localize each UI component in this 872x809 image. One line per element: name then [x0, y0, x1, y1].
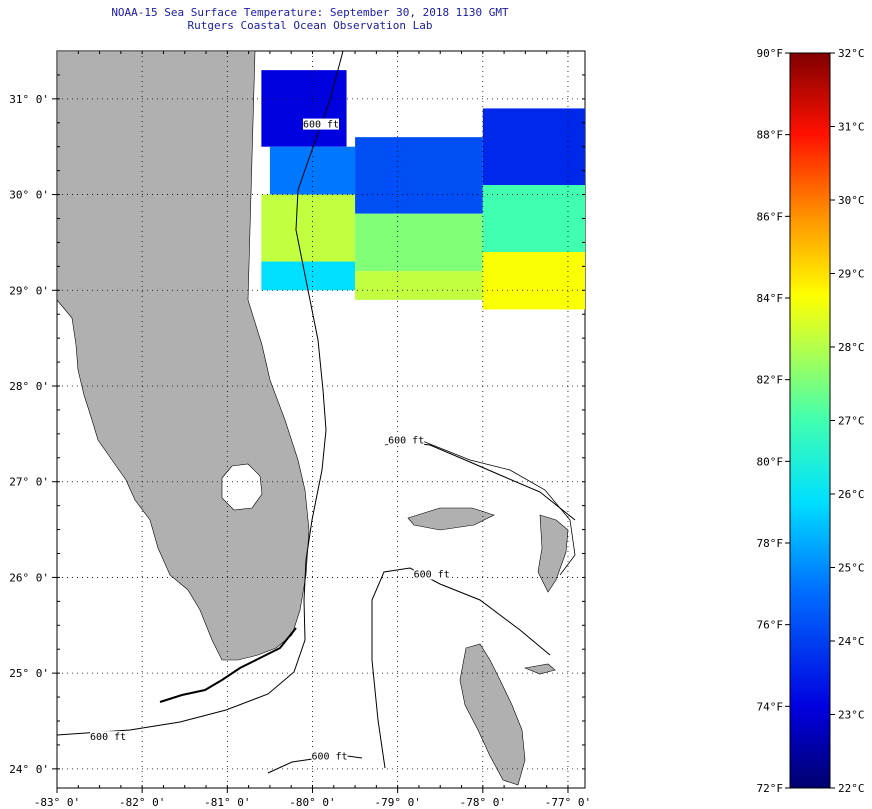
colorbar-f-label: 88°F	[757, 129, 784, 142]
sst-cell	[269, 146, 356, 195]
colorbar-c-label: 27°C	[838, 415, 865, 428]
colorbar-c-label: 28°C	[838, 341, 865, 354]
colorbar-f-label: 78°F	[757, 537, 784, 550]
x-axis: -83° 0' -82° 0' -81° 0' -80° 0' -79° 0' -78° …	[34, 51, 591, 809]
lake-okeechobee	[221, 463, 263, 511]
colorbar-fahrenheit-labels: 90°F 88°F 86°F 84°F 82°F 80°F 78°F 76°F 74°F 72°F	[757, 47, 790, 795]
isobath-600ft	[57, 51, 576, 774]
colorbar-f-label: 82°F	[757, 374, 784, 387]
isobath-label: 600 ft	[90, 732, 126, 743]
sst-cell	[261, 70, 347, 147]
chart-subtitle: Rutgers Coastal Ocean Observation Lab	[187, 19, 433, 32]
x-tick-label: -80° 0'	[289, 796, 335, 809]
colorbar-f-label: 90°F	[757, 47, 784, 60]
isobath-line-bahamas-south	[371, 567, 551, 769]
colorbar-f-label: 80°F	[757, 455, 784, 468]
colorbar-f-label: 84°F	[757, 292, 784, 305]
colorbar-celsius-labels: 32°C 31°C 30°C 29°C 28°C 27°C 26°C 25°C 24°C 23°C…	[830, 47, 865, 795]
isobath-label-bg	[413, 568, 450, 580]
florida-keys	[159, 627, 297, 703]
berry-islands	[523, 663, 556, 675]
isobath-label-bg	[311, 750, 348, 762]
chart-title: NOAA-15 Sea Surface Temperature: Septemb…	[111, 6, 509, 19]
colorbar-c-label: 32°C	[838, 47, 865, 60]
colorbar-c-label: 29°C	[838, 268, 865, 281]
colorbar-f-label: 74°F	[757, 700, 784, 713]
colorbar-c-label: 31°C	[838, 121, 865, 134]
isobath-labels: 600 ft 600 ft 600 ft 600 ft 600 ft	[90, 118, 450, 762]
colorbar-f-label: 86°F	[757, 210, 784, 223]
isobath-label: 600 ft	[414, 569, 450, 580]
sst-cell	[355, 213, 483, 272]
isobath-label: 600 ft	[388, 435, 424, 446]
grid-lines	[57, 51, 585, 788]
sst-cell	[482, 108, 585, 185]
colorbar-f-label: 72°F	[757, 782, 784, 795]
x-tick-label: -78° 0'	[460, 796, 506, 809]
sst-cell	[261, 261, 356, 291]
y-tick-label: 31° 0'	[9, 93, 49, 106]
isobath-label: 600 ft	[311, 751, 347, 762]
colorbar-c-label: 22°C	[838, 782, 865, 795]
x-tick-label: -83° 0'	[34, 796, 80, 809]
y-axis: 31° 0' 30° 0' 29° 0' 28° 0' 27° 0' 26° 0' 25° …	[9, 74, 585, 776]
colorbar-c-label: 23°C	[838, 709, 865, 722]
y-tick-label: 25° 0'	[9, 667, 49, 680]
isobath-label: 600 ft	[303, 120, 339, 131]
y-tick-label: 26° 0'	[9, 571, 49, 584]
colorbar	[789, 52, 831, 789]
colorbar-c-label: 26°C	[838, 488, 865, 501]
isobath-label-bg	[303, 118, 339, 130]
land-layer	[57, 51, 576, 786]
andros-island	[459, 643, 526, 786]
isobath-line-east-florida	[57, 51, 344, 736]
colorbar-f-label: 76°F	[757, 619, 784, 632]
colorbar-c-label: 24°C	[838, 635, 865, 648]
y-tick-label: 28° 0'	[9, 380, 49, 393]
x-tick-label: -79° 0'	[374, 796, 420, 809]
sst-cell	[261, 194, 356, 262]
grand-bahama-island	[537, 514, 569, 593]
colorbar-c-label: 30°C	[838, 194, 865, 207]
x-tick-label: -81° 0'	[204, 796, 250, 809]
x-tick-label: -77° 0'	[545, 796, 591, 809]
isobath-label-bg	[388, 434, 425, 446]
y-tick-label: 24° 0'	[9, 763, 49, 776]
isobath-label-bg	[90, 731, 127, 743]
colorbar-c-label: 25°C	[838, 562, 865, 575]
x-tick-label: -82° 0'	[119, 796, 165, 809]
y-tick-label: 29° 0'	[9, 284, 49, 297]
sst-cell	[482, 185, 585, 252]
y-tick-label: 30° 0'	[9, 189, 49, 202]
sst-cell	[355, 137, 483, 214]
sst-cell	[482, 252, 585, 310]
sst-cell	[355, 271, 483, 300]
y-tick-label: 27° 0'	[9, 476, 49, 489]
little-bahama-bank-outline	[384, 439, 576, 576]
great-abaco-island	[407, 507, 495, 531]
isobath-line-bahamas-north	[394, 440, 576, 521]
